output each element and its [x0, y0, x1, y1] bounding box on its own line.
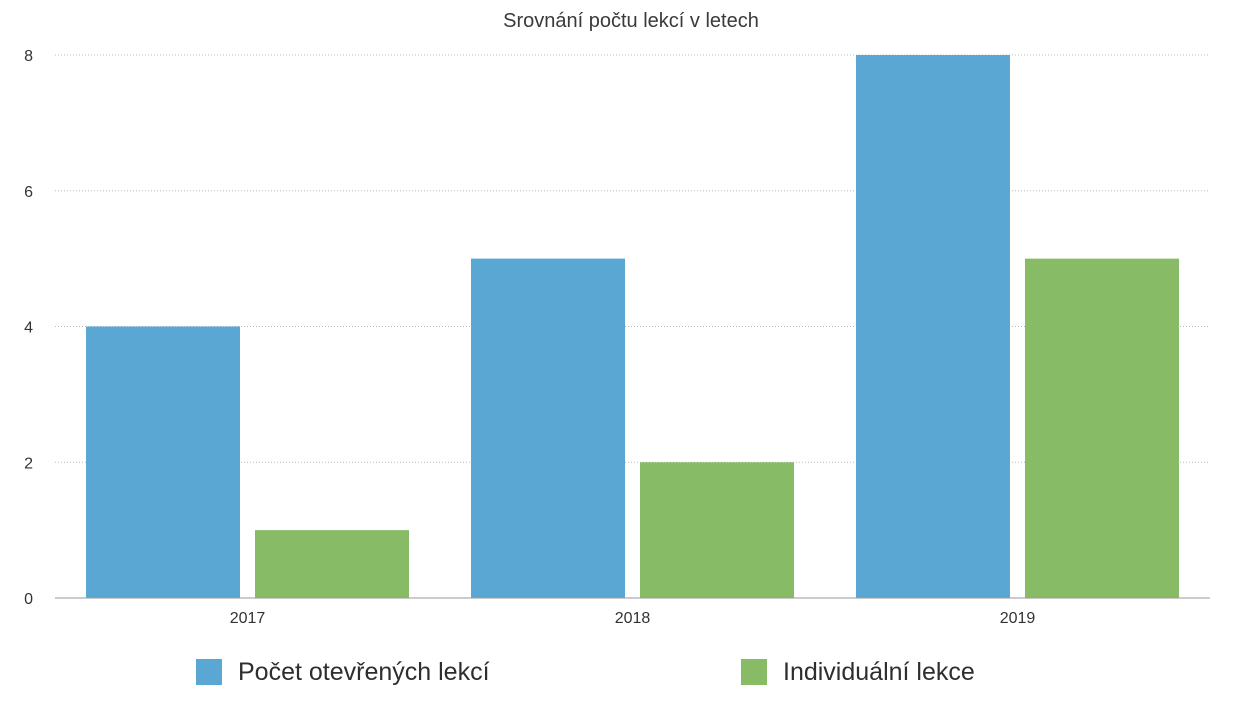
bar-1-2018[interactable] [471, 258, 625, 598]
bar-1-2017[interactable] [86, 326, 240, 599]
x-tick-label: 2018 [615, 610, 651, 627]
y-tick-label: 6 [24, 184, 33, 201]
x-tick-label: 2019 [1000, 610, 1036, 627]
legend-swatch-series-1 [196, 659, 222, 685]
x-tick-label: 2017 [230, 610, 266, 627]
bar-2-2018[interactable] [640, 462, 794, 598]
legend-swatch-series-2 [741, 659, 767, 685]
bar-2-2017[interactable] [255, 530, 409, 598]
gridlines [55, 54, 1210, 463]
chart-title: Srovnání počtu lekcí v letech [503, 10, 759, 32]
bar-chart: Srovnání počtu lekcí v letech 0 2 4 6 8 2017 2… [24, 10, 1210, 627]
legend-item-series-2[interactable]: Individuální lekce [741, 652, 975, 692]
legend-item-series-1[interactable]: Počet otevřených lekcí [196, 652, 490, 692]
y-tick-label: 8 [24, 48, 33, 65]
legend-label-series-1: Počet otevřených lekcí [238, 657, 490, 686]
axes: 0 2 4 6 8 2017 2018 2019 [24, 48, 1210, 627]
bar-2-2019[interactable] [1025, 258, 1179, 598]
legend: Počet otevřených lekcí Individuální lekc… [0, 652, 1242, 692]
bars [86, 55, 1179, 598]
legend-label-series-2: Individuální lekce [783, 657, 975, 686]
bar-1-2019[interactable] [856, 55, 1010, 598]
y-tick-label: 2 [24, 455, 33, 472]
y-tick-label: 4 [24, 320, 33, 337]
y-tick-label: 0 [24, 591, 33, 608]
